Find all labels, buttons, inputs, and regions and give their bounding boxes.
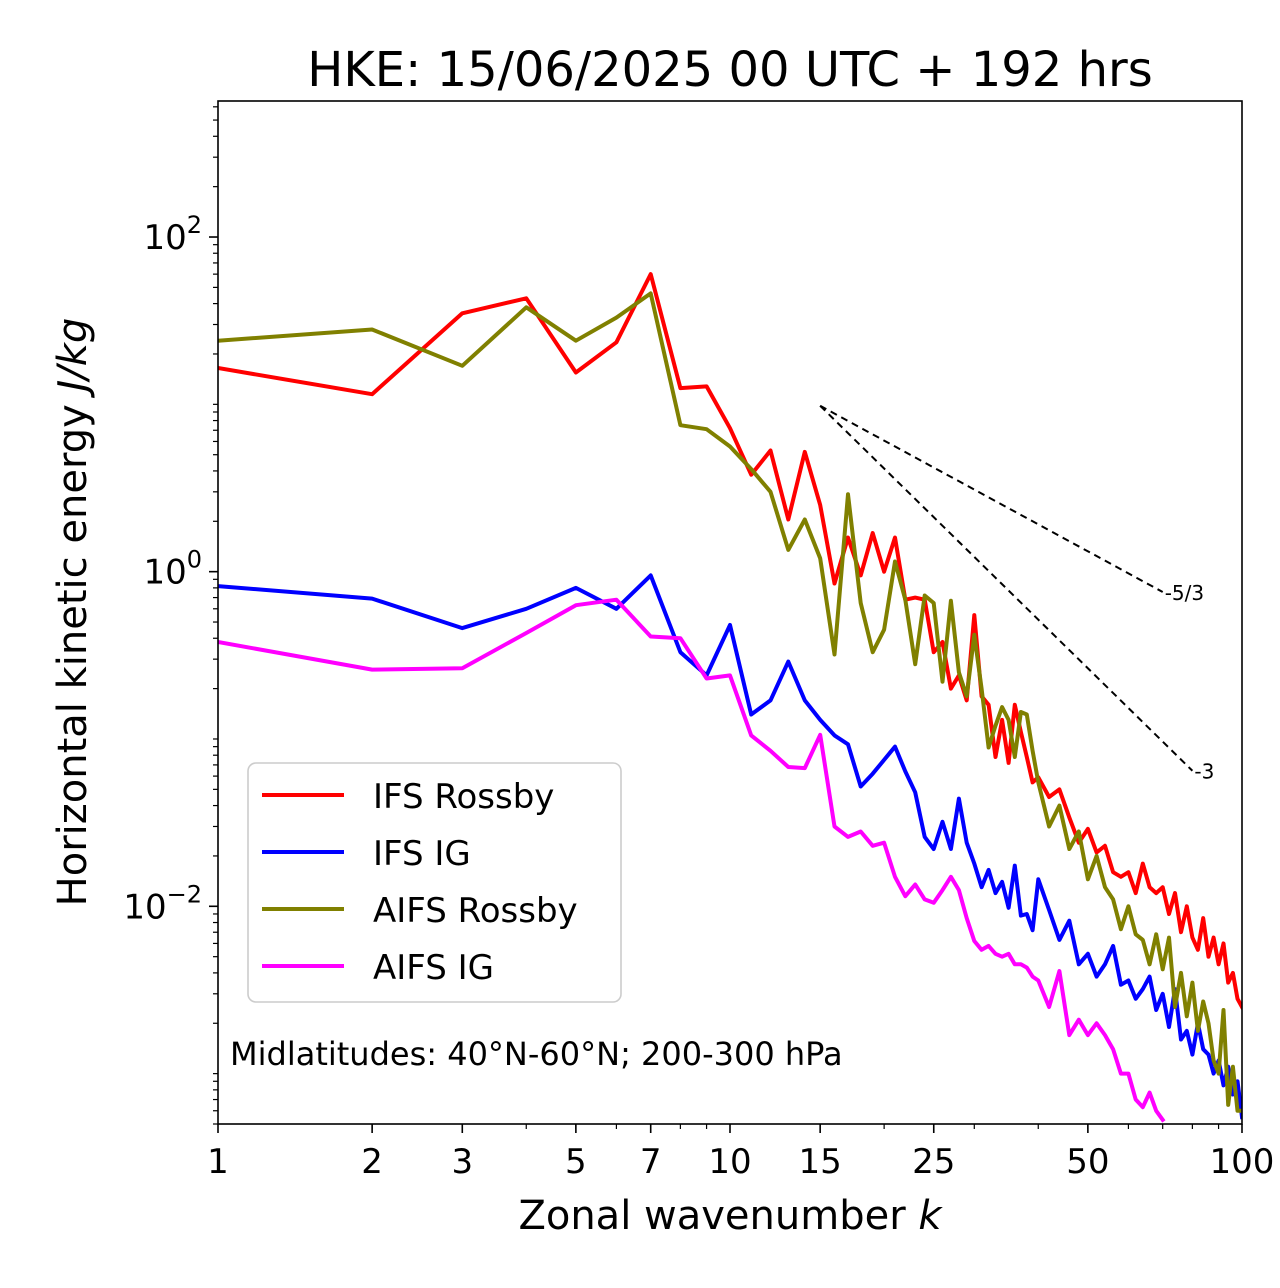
legend: IFS Rossby IFS IG AIFS Rossby AIFS IG <box>247 762 622 1003</box>
x-tick-label: 50 <box>1066 1142 1109 1182</box>
axis-ticks: 1 2 3 5 7 10 15 25 50 100 102 100 10−2 <box>123 106 1275 1182</box>
y-tick-label: 100 <box>143 546 202 593</box>
y-tick-label: 10−2 <box>123 880 202 927</box>
x-axis-label: Zonal wavenumber k <box>518 1193 943 1239</box>
series-line-ifs-ig <box>218 573 1242 1120</box>
plot-frame <box>217 100 1243 1125</box>
y-axis-label: Horizontal kinetic energy J/kg <box>50 318 96 907</box>
x-tick-label: 5 <box>565 1142 587 1182</box>
reference-slope-line <box>819 405 1194 772</box>
legend-label: IFS Rossby <box>373 777 554 817</box>
legend-box <box>247 762 622 1003</box>
x-tick-label: 2 <box>361 1142 383 1182</box>
x-tick-label: 1 <box>207 1142 229 1182</box>
reference-slope-line <box>819 404 1164 593</box>
chart-title: HKE: 15/06/2025 00 UTC + 192 hrs <box>307 42 1153 98</box>
series-line-aifs-ig <box>218 597 1166 1123</box>
x-tick-label: 3 <box>451 1142 473 1182</box>
x-tick-label: 15 <box>799 1142 842 1182</box>
reference-slopes: -5/3 -3 <box>819 404 1214 784</box>
x-tick-label: 100 <box>1210 1142 1275 1182</box>
x-tick-label: 7 <box>640 1142 662 1182</box>
y-tick-label: 102 <box>143 211 202 258</box>
x-tick-label: 10 <box>708 1142 751 1182</box>
series-layer <box>218 272 1242 1123</box>
legend-label: AIFS Rossby <box>373 891 578 931</box>
region-annotation: Midlatitudes: 40°N-60°N; 200-300 hPa <box>230 1035 843 1073</box>
reference-slope-label: -3 <box>1194 760 1214 784</box>
reference-slope-label: -5/3 <box>1165 581 1204 605</box>
legend-label: IFS IG <box>373 834 471 874</box>
x-tick-label: 25 <box>912 1142 955 1182</box>
series-line-aifs-rossby <box>218 291 1242 1113</box>
legend-label: AIFS IG <box>373 948 494 988</box>
